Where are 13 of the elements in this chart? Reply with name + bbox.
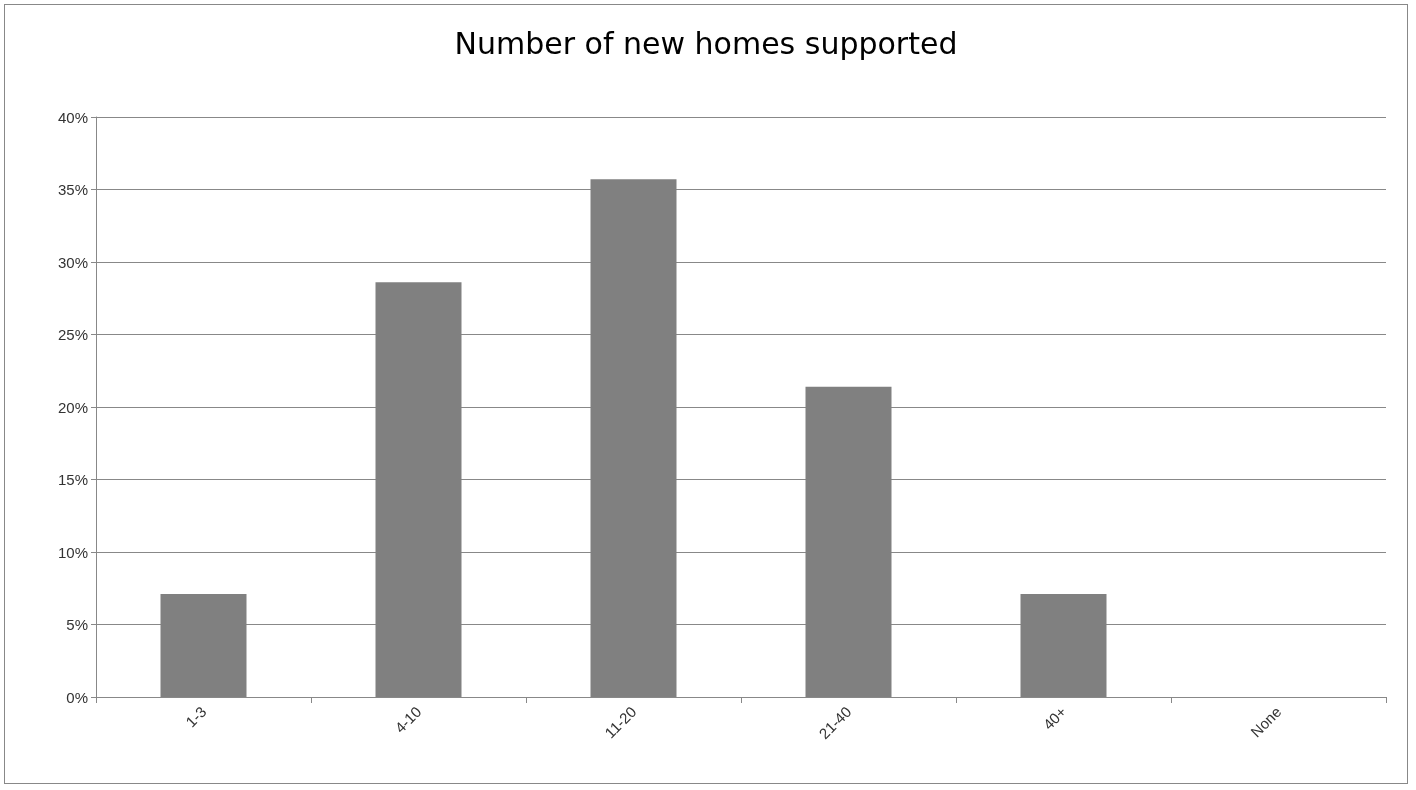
y-tick-label: 30% [57, 253, 88, 271]
x-tick-label: 40+ [1039, 702, 1070, 733]
y-tick-label: 40% [57, 108, 88, 126]
y-tick-label: 35% [57, 181, 88, 198]
y-tick-label: 25% [57, 326, 88, 343]
x-tick-label: 4-10 [391, 702, 425, 737]
y-tick-label: 15% [57, 471, 88, 488]
y-tick-label: 5% [66, 616, 88, 633]
y-tick-label: 0% [66, 688, 88, 706]
chart-title: Number of new homes supported [454, 25, 958, 61]
x-tick-label: 1-3 [182, 702, 210, 731]
y-tick-label: 10% [57, 543, 88, 561]
y-tick-label: 20% [57, 398, 88, 416]
